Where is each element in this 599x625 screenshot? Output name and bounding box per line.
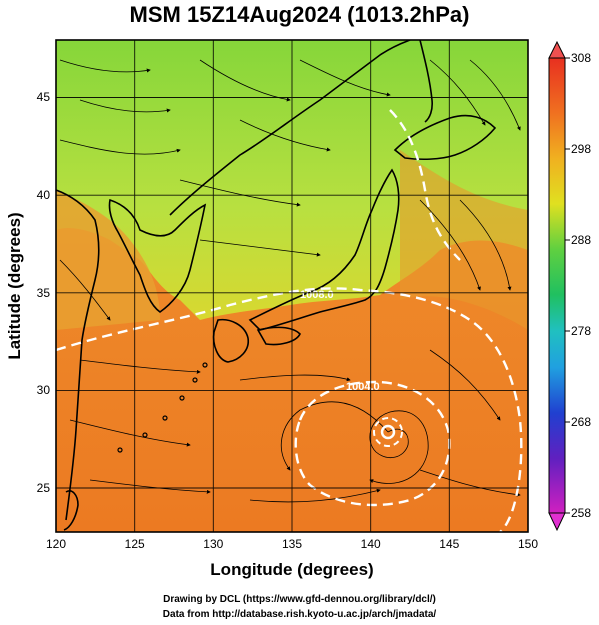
x-tick-label: 135	[282, 537, 302, 551]
shikoku-coast	[256, 326, 301, 346]
colorbar-ticks	[565, 57, 570, 514]
sakhalin-coast	[419, 40, 433, 123]
grid-lines	[56, 40, 528, 532]
x-tick-labels: 120 125 130 135 140 145 150	[46, 537, 538, 551]
isobars	[56, 109, 523, 532]
colorbar-tick-label: 288	[571, 233, 591, 247]
cyclone-center	[380, 424, 396, 440]
x-tick-label: 140	[361, 537, 381, 551]
map-field: 1004.0 1008.0	[56, 40, 528, 532]
taiwan-coast	[63, 490, 79, 531]
colorbar: 308 298 288 278 268 258	[548, 40, 591, 532]
x-tick-label: 120	[46, 537, 66, 551]
x-tick-label: 130	[203, 537, 223, 551]
korea-coast	[108, 198, 207, 313]
kyushu-coast	[212, 318, 250, 363]
colorbar-tick-labels: 308 298 288 278 268 258	[571, 51, 591, 520]
footer-credit-drawing: Drawing by DCL (https://www.gfd-dennou.o…	[163, 594, 436, 605]
colorbar-top-arrow	[548, 40, 566, 59]
russia-coast	[169, 40, 411, 216]
colorbar-tick-label: 278	[571, 324, 591, 338]
y-tick-label: 40	[37, 188, 51, 202]
footer-credit-data: Data from http://database.rish.kyoto-u.a…	[162, 609, 437, 620]
west-warm-region	[56, 190, 160, 330]
isobar-1004	[294, 380, 451, 507]
y-tick-label: 30	[37, 383, 51, 397]
isobar-label-1008: 1008.0	[300, 289, 334, 301]
colorbar-tick-label: 308	[571, 51, 591, 65]
x-tick-label: 125	[125, 537, 145, 551]
colorbar-tick-label: 298	[571, 142, 591, 156]
isobar-1008	[56, 287, 523, 532]
isobar-northeast	[389, 109, 461, 261]
x-axis-label: Longitude (degrees)	[210, 560, 373, 579]
weather-map: 1004.0 1008.0 120 125 130 135 140 145 15…	[5, 39, 538, 579]
plot-frame	[55, 39, 529, 533]
x-tick-label: 145	[439, 537, 459, 551]
y-tick-labels: 25 30 35 40 45	[37, 90, 51, 495]
landmasses	[56, 40, 497, 531]
y-tick-label: 35	[37, 286, 51, 300]
y-axis-label: Latitude (degrees)	[5, 212, 24, 359]
streamlines	[59, 59, 521, 503]
colorbar-tick-label: 258	[571, 506, 591, 520]
honshu-coast	[248, 168, 400, 331]
y-tick-label: 25	[37, 481, 51, 495]
ryukyu-islands	[117, 362, 208, 453]
colorbar-tick-label: 268	[571, 415, 591, 429]
hokkaido-coast	[393, 114, 497, 161]
colorbar-scale	[548, 57, 566, 514]
colorbar-bottom-arrow	[548, 512, 566, 532]
x-tick-label: 150	[518, 537, 538, 551]
chart-title: MSM 15Z14Aug2024 (1013.2hPa)	[129, 2, 470, 27]
china-coast	[56, 189, 100, 521]
y-tick-label: 45	[37, 90, 51, 104]
